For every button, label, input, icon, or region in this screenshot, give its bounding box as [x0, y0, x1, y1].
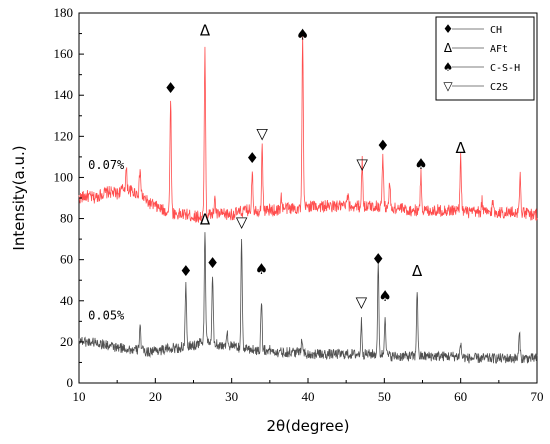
- x-tick-label: 30: [225, 389, 238, 404]
- series-group: [78, 35, 538, 364]
- peak-marker: ♠: [296, 26, 309, 44]
- x-tick-label: 20: [149, 389, 162, 404]
- peak-marker: ♠: [414, 155, 427, 173]
- peak-marker: ♦: [206, 254, 219, 272]
- peak-marker: ♦: [372, 250, 385, 268]
- legend-label: CH: [490, 25, 502, 36]
- legend-symbol: ♦: [443, 22, 454, 36]
- peak-marker: ▽: [356, 293, 368, 311]
- series-labels: 0.07% 0.05%: [88, 158, 125, 322]
- series-line-1: [78, 232, 538, 364]
- x-tick-label: 70: [531, 389, 544, 404]
- legend-entries: ♦ CH Δ AFt ♠ C-S-H ▽ C2S: [443, 22, 520, 93]
- legend-label: AFt: [490, 44, 508, 55]
- peak-marker: Δ: [412, 262, 423, 280]
- y-tick-label: 120: [54, 128, 74, 143]
- y-tick-label: 180: [54, 5, 74, 20]
- y-tick-label: 40: [60, 293, 73, 308]
- legend-symbol: Δ: [444, 41, 453, 55]
- peak-marker: ♦: [246, 149, 259, 167]
- peak-marker: ▽: [356, 155, 368, 173]
- peak-marker: ▽: [236, 213, 248, 231]
- legend-symbol: ▽: [443, 79, 453, 93]
- peak-marker: Δ: [200, 211, 211, 229]
- y-axis-ticks: 0 20 40 60 80 100 120 140 160 180: [54, 5, 84, 390]
- legend-label: C-S-H: [490, 63, 520, 74]
- legend-symbol: ♠: [443, 60, 454, 74]
- x-tick-label: 10: [73, 389, 86, 404]
- peak-marker: ♠: [255, 260, 268, 278]
- y-tick-label: 140: [54, 87, 74, 102]
- x-tick-label: 50: [378, 389, 391, 404]
- peak-marker: ▽: [256, 124, 268, 142]
- x-axis-ticks: 10 20 30 40 50 60 70: [73, 378, 544, 404]
- peak-annotations: ♦ Δ ♦ ▽ ♠ ▽ ♦ ♠ Δ ♦ Δ ♦ ▽ ♠ ▽ ♦ ♠ Δ: [164, 22, 467, 311]
- x-axis-title: 2θ(degree): [267, 417, 350, 435]
- y-tick-label: 60: [60, 252, 73, 267]
- peak-marker: ♦: [179, 262, 192, 280]
- peak-marker: ♦: [376, 137, 389, 155]
- series-label: 0.07%: [88, 158, 125, 172]
- y-tick-label: 100: [54, 169, 74, 184]
- legend: ♦ CH Δ AFt ♠ C-S-H ▽ C2S: [435, 16, 535, 101]
- peak-marker: ♠: [378, 287, 391, 305]
- peak-marker: ♦: [164, 79, 177, 97]
- y-axis-title: Intensity(a.u.): [10, 145, 28, 250]
- y-tick-label: 160: [54, 46, 74, 61]
- x-tick-label: 60: [454, 389, 467, 404]
- peak-marker: Δ: [200, 22, 211, 40]
- peak-marker: Δ: [456, 139, 467, 157]
- y-tick-label: 0: [67, 375, 74, 390]
- series-line-0: [78, 35, 538, 223]
- series-label: 0.05%: [88, 308, 125, 322]
- y-tick-label: 80: [60, 211, 73, 226]
- x-tick-label: 40: [302, 389, 315, 404]
- y-tick-label: 20: [60, 334, 73, 349]
- legend-label: C2S: [490, 82, 508, 93]
